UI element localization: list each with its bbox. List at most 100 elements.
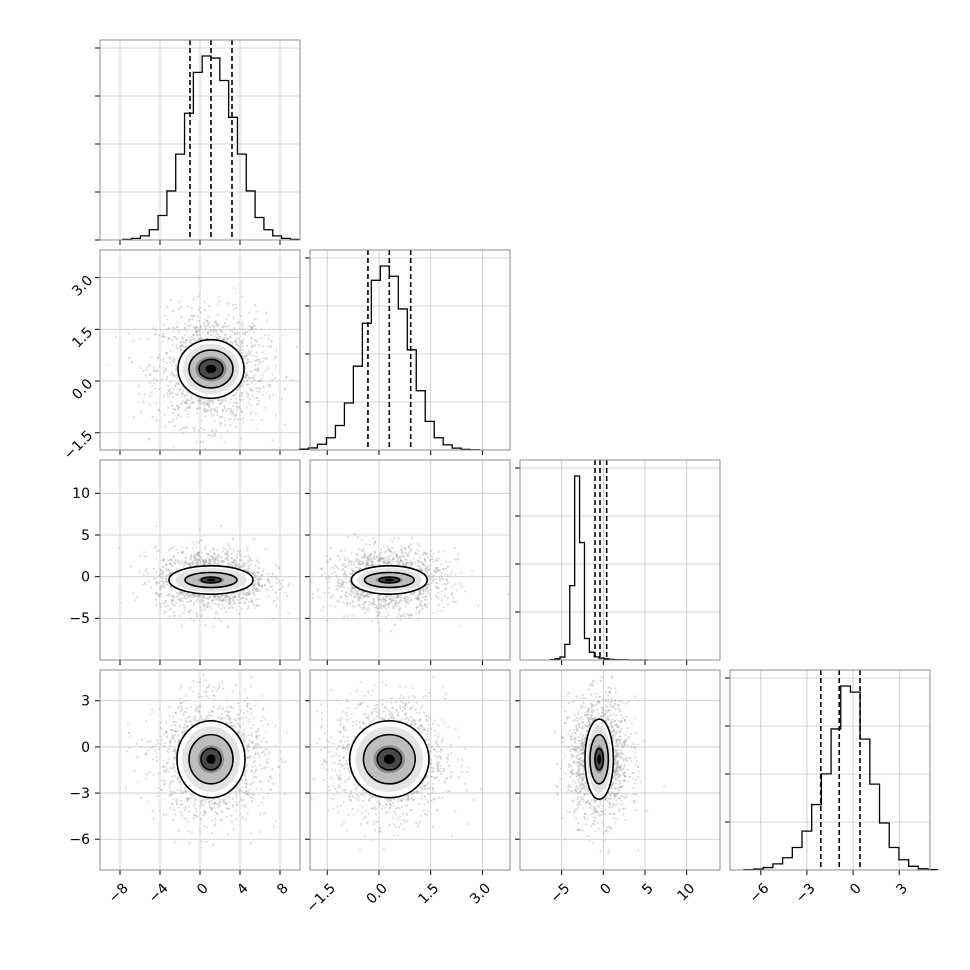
- scatter-point: [424, 585, 427, 588]
- scatter-point: [180, 401, 183, 405]
- scatter-point: [142, 400, 145, 403]
- scatter-point: [197, 541, 201, 544]
- scatter-point: [229, 547, 232, 550]
- scatter-point: [384, 561, 387, 564]
- scatter-point: [168, 562, 172, 566]
- scatter-point: [210, 333, 213, 336]
- scatter-point: [226, 301, 229, 304]
- scatter-point: [453, 558, 456, 561]
- scatter-point: [168, 392, 171, 395]
- scatter-point: [440, 563, 443, 566]
- scatter-point: [196, 597, 199, 601]
- scatter-point: [213, 321, 216, 324]
- scatter-point: [175, 338, 178, 341]
- scatter-point: [250, 381, 253, 384]
- scatter-point: [166, 392, 169, 395]
- scatter-point: [271, 585, 274, 588]
- scatter-point: [206, 402, 209, 405]
- scatter-point: [185, 426, 188, 429]
- scatter-point: [206, 409, 209, 412]
- scatter-point: [224, 399, 227, 402]
- scatter-point: [377, 557, 380, 560]
- scatter-point: [366, 556, 369, 559]
- scatter-point: [183, 594, 187, 598]
- scatter-point: [257, 566, 260, 569]
- scatter-point: [161, 566, 164, 569]
- scatter-point: [177, 597, 180, 601]
- scatter-point: [340, 578, 343, 582]
- scatter-point: [167, 327, 170, 330]
- scatter-point: [172, 309, 175, 313]
- scatter-point: [255, 339, 258, 342]
- scatter-point: [340, 582, 343, 585]
- scatter-point: [376, 621, 379, 624]
- scatter-point: [225, 551, 228, 555]
- scatter-point: [158, 549, 161, 552]
- scatter-point: [375, 610, 378, 613]
- scatter-point: [328, 580, 331, 583]
- scatter-point: [153, 577, 156, 580]
- scatter-point: [273, 355, 276, 358]
- scatter-point: [203, 561, 206, 564]
- scatter-point: [281, 585, 284, 588]
- scatter-point: [248, 558, 251, 561]
- scatter-point: [266, 747, 269, 750]
- scatter-point: [409, 563, 412, 566]
- scatter-point: [228, 595, 231, 598]
- scatter-point: [254, 328, 257, 331]
- scatter-point: [311, 593, 314, 596]
- scatter-point: [364, 543, 368, 546]
- scatter-point: [357, 604, 360, 607]
- scatter-point: [239, 553, 242, 556]
- scatter-point: [182, 340, 185, 343]
- scatter-point: [367, 595, 370, 598]
- scatter-point: [183, 817, 186, 820]
- scatter-point: [216, 613, 219, 616]
- scatter-point: [183, 394, 186, 397]
- scatter-point: [199, 560, 202, 563]
- scatter-point: [189, 594, 192, 598]
- scatter-point: [225, 325, 228, 328]
- scatter-point: [189, 564, 192, 567]
- scatter-point: [390, 630, 393, 633]
- scatter-point: [141, 583, 144, 586]
- scatter-point: [353, 532, 356, 536]
- scatter-point: [330, 595, 333, 599]
- scatter-point: [180, 392, 183, 395]
- scatter-point: [254, 344, 257, 347]
- scatter-point: [243, 562, 246, 565]
- scatter-point: [381, 598, 384, 601]
- scatter-point: [350, 584, 353, 587]
- scatter-point: [418, 592, 421, 595]
- scatter-point: [203, 309, 206, 312]
- scatter-point: [243, 381, 246, 384]
- scatter-point: [218, 296, 221, 299]
- scatter-point: [258, 344, 261, 347]
- scatter-point: [166, 581, 169, 584]
- scatter-point: [384, 595, 387, 599]
- scatter-point: [362, 562, 365, 565]
- scatter-point: [233, 394, 236, 397]
- scatter-point: [177, 593, 180, 596]
- scatter-point: [407, 553, 410, 556]
- scatter-point: [221, 706, 224, 709]
- scatter-point: [222, 549, 225, 552]
- scatter-point: [246, 374, 249, 377]
- scatter-point: [404, 546, 407, 549]
- scatter-point: [203, 401, 206, 404]
- scatter-point: [215, 329, 218, 332]
- scatter-point: [463, 590, 467, 593]
- density-peak: [384, 578, 394, 582]
- scatter-point: [241, 398, 244, 401]
- scatter-point: [182, 462, 184, 464]
- scatter-point: [471, 569, 474, 572]
- scatter-point: [237, 394, 241, 397]
- scatter-point: [192, 804, 195, 807]
- scatter-point: [250, 327, 253, 330]
- scatter-point: [399, 614, 402, 617]
- scatter-point: [244, 331, 247, 334]
- panel-grid: [520, 460, 720, 660]
- scatter-point: [441, 583, 445, 586]
- scatter-point: [180, 591, 184, 594]
- scatter-point: [200, 556, 203, 559]
